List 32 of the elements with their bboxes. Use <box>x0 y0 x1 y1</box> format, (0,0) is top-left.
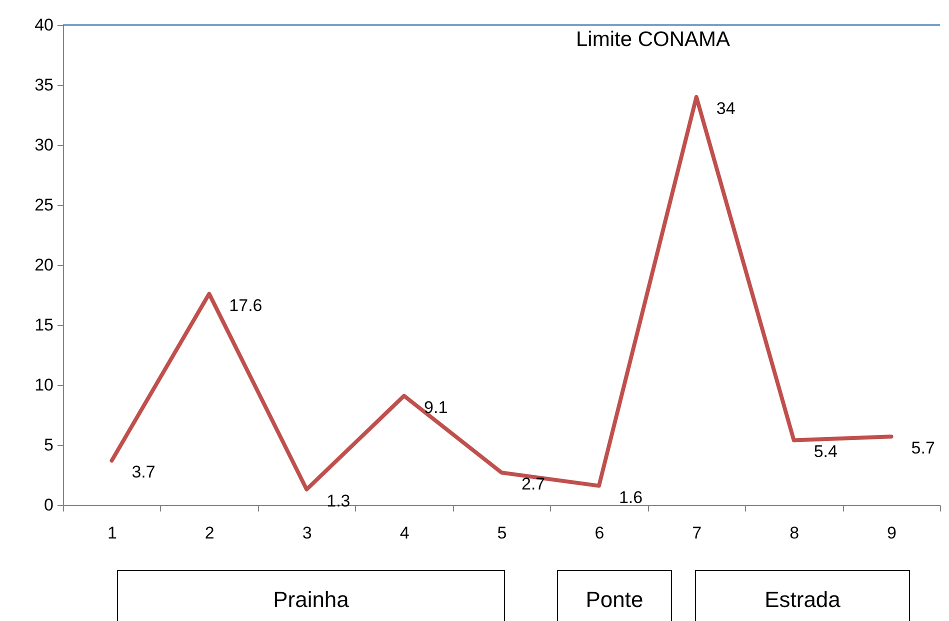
data-label: 3.7 <box>132 462 156 482</box>
y-tick-label: 25 <box>34 196 54 214</box>
group-label-box: Estrada <box>695 570 910 621</box>
data-label: 5.7 <box>911 438 935 458</box>
x-tick-label: 1 <box>107 524 117 542</box>
x-tick-label: 4 <box>400 524 410 542</box>
y-tick-label: 40 <box>34 16 54 34</box>
y-tick-label: 20 <box>34 256 54 274</box>
data-label: 1.6 <box>618 488 643 507</box>
x-tick-label: 6 <box>594 524 604 542</box>
x-tick-label: 9 <box>887 524 897 542</box>
ref-line-label: Limite CONAMA <box>576 28 730 51</box>
y-tick-label: 35 <box>34 76 54 94</box>
group-label-box: Ponte <box>557 570 672 621</box>
data-label: 5.4 <box>814 442 838 462</box>
data-label: 34 <box>716 99 736 118</box>
data-label: 1.3 <box>326 491 350 510</box>
x-tick-label: 7 <box>692 524 702 542</box>
x-tick-label: 5 <box>497 524 507 542</box>
y-tick-label: 15 <box>34 316 54 334</box>
group-label-box: Prainha <box>117 570 505 621</box>
data-label: 9.1 <box>424 398 448 417</box>
data-label: 2.7 <box>522 474 546 494</box>
line-series <box>110 95 894 492</box>
data-label: 17.6 <box>229 296 262 315</box>
y-tick-label: 10 <box>34 376 54 394</box>
x-tick-label: 2 <box>204 524 214 542</box>
y-tick-label: 0 <box>44 496 54 514</box>
y-tick-label: 30 <box>34 136 54 154</box>
x-tick-label: 8 <box>790 524 800 542</box>
y-tick-label: 5 <box>44 436 54 454</box>
x-tick-label: 3 <box>302 524 312 542</box>
